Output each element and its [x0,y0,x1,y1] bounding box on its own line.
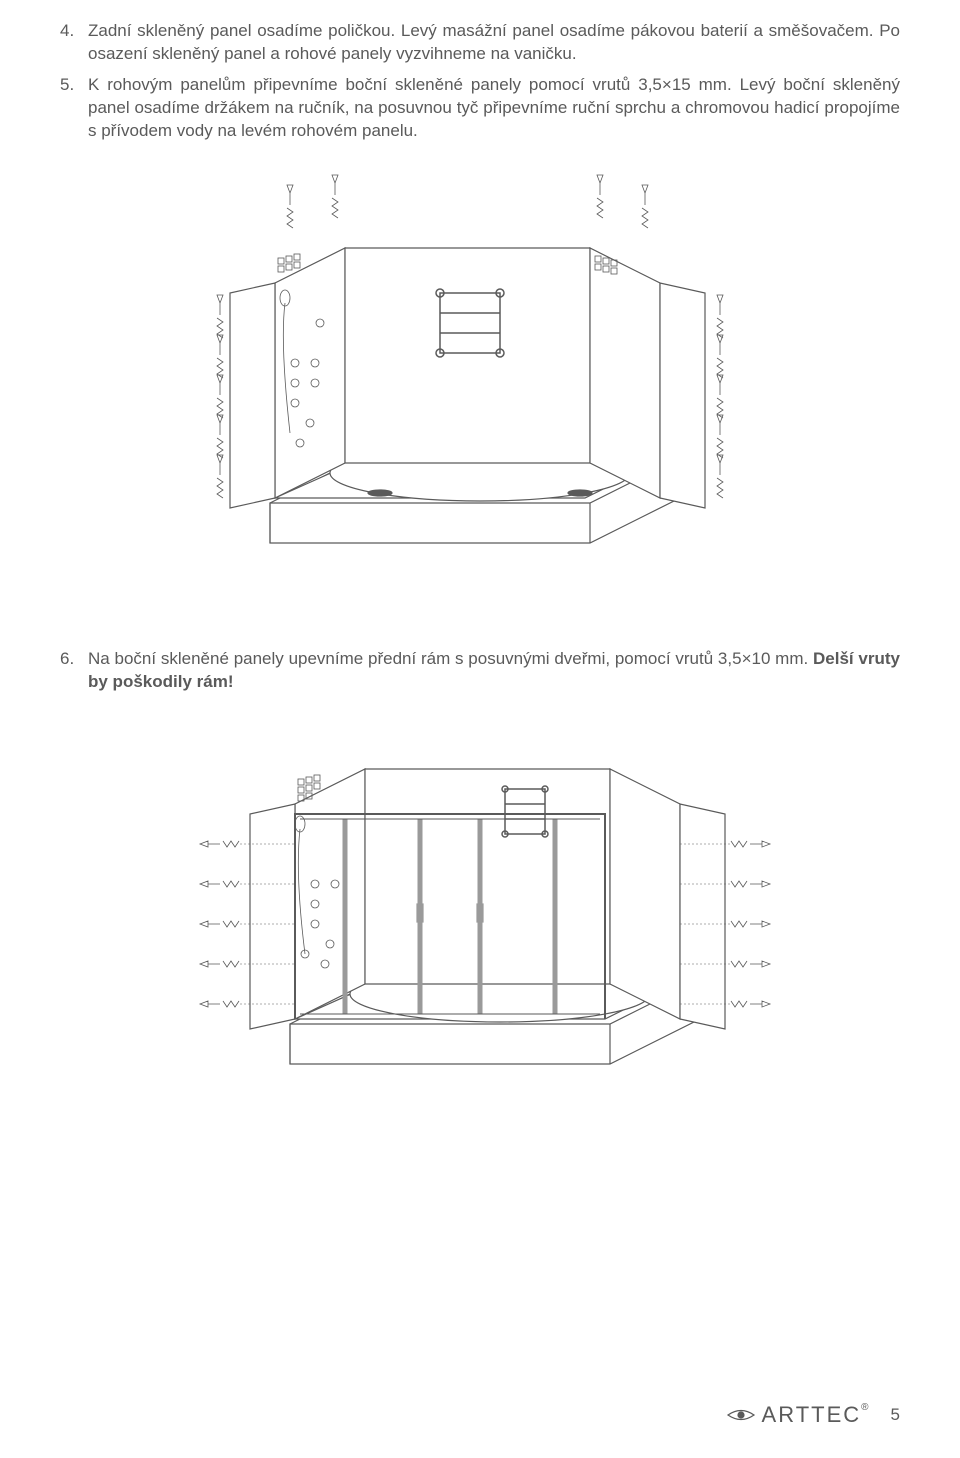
assembly-diagram-2 [170,714,790,1114]
logo-eye-icon [726,1406,756,1424]
instruction-number: 6. [60,648,88,694]
diagram-1-container [60,163,900,628]
page-footer: ARTTEC® 5 [726,1402,900,1428]
instruction-number: 5. [60,74,88,143]
instruction-item-6: 6. Na boční skleněné panely upevníme pře… [60,648,900,694]
arttec-logo: ARTTEC® [726,1402,871,1428]
logo-text: ARTTEC® [762,1402,871,1428]
diagram-2 [170,714,790,1119]
instruction-text: K rohovým panelům připevníme boční sklen… [88,74,900,143]
page-number: 5 [891,1405,900,1425]
instruction-list-1: 4. Zadní skleněný panel osadíme poličkou… [60,20,900,143]
instruction-item-5: 5. K rohovým panelům připevníme boční sk… [60,74,900,143]
instruction-text: Na boční skleněné panely upevníme přední… [88,648,900,694]
instruction-number: 4. [60,20,88,66]
instruction-item-4: 4. Zadní skleněný panel osadíme poličkou… [60,20,900,66]
instruction-text-part: Na boční skleněné panely upevníme přední… [88,649,813,668]
diagram-1 [170,163,790,628]
assembly-diagram-1 [170,163,790,623]
logo-registered: ® [861,1402,870,1413]
instruction-list-2: 6. Na boční skleněné panely upevníme pře… [60,648,900,694]
diagram-2-container [60,714,900,1119]
instruction-text: Zadní skleněný panel osadíme poličkou. L… [88,20,900,66]
